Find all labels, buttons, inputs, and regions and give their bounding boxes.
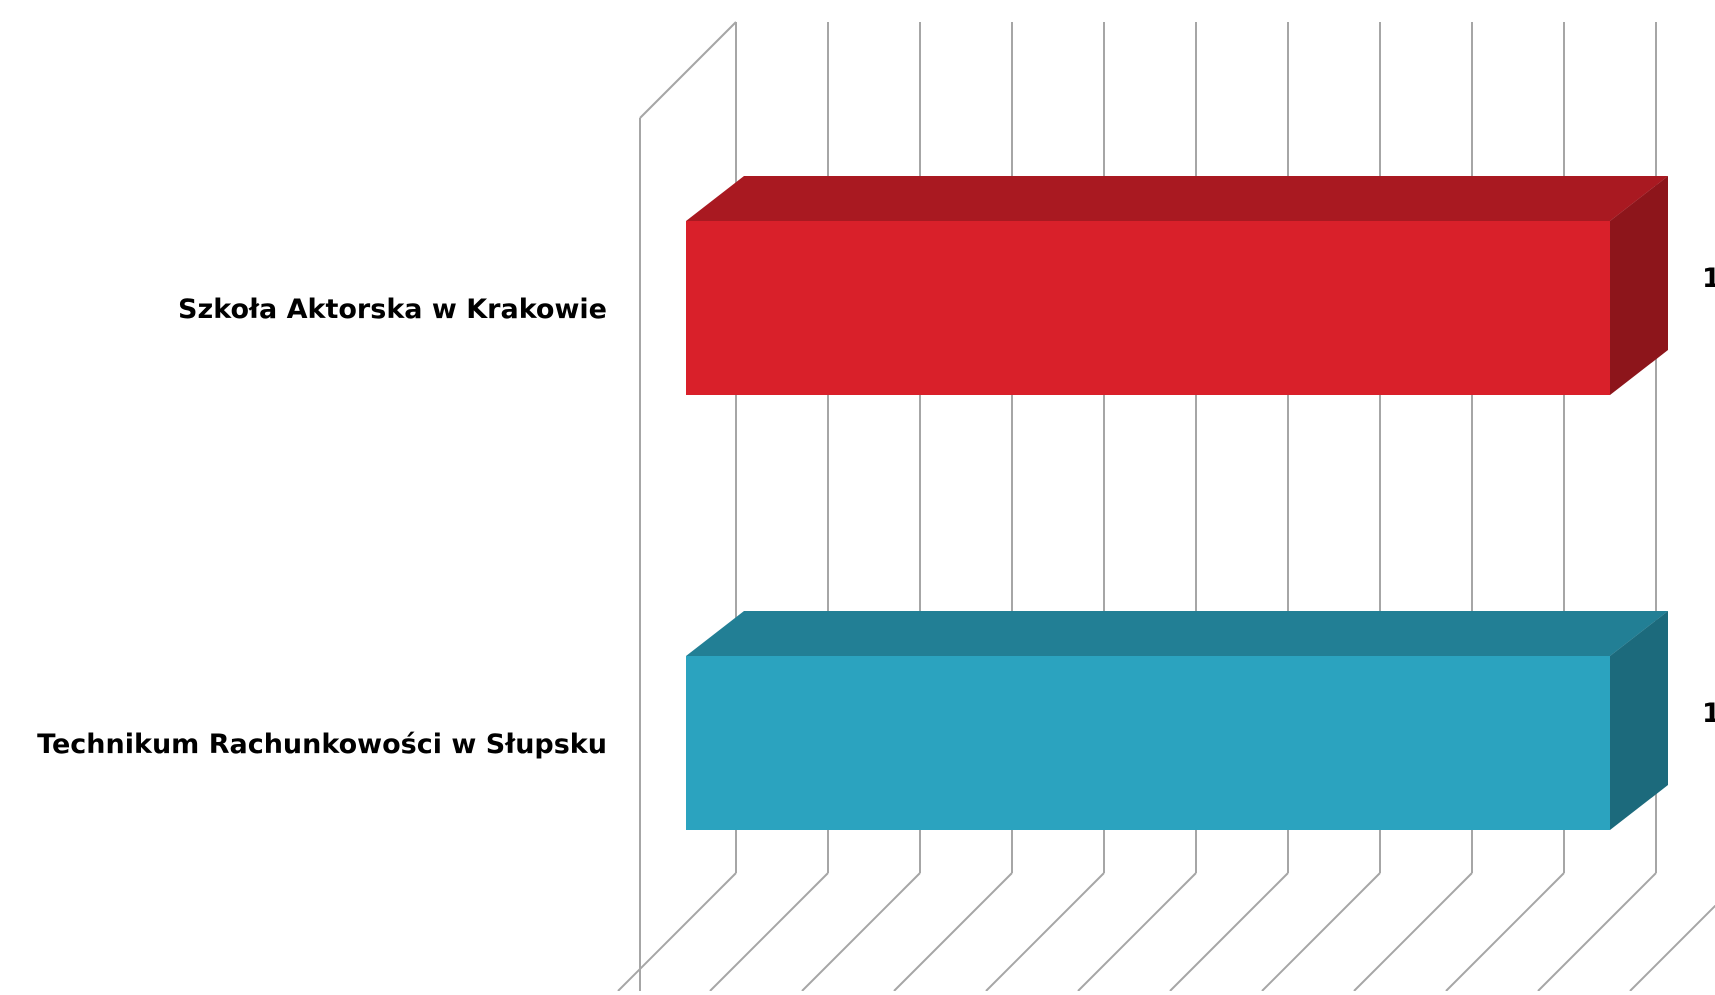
bar: [686, 611, 1668, 830]
gridline-floor: [617, 872, 737, 992]
gridline-floor: [1169, 872, 1289, 992]
bars-layer: [686, 176, 1668, 830]
bar-side-face: [1610, 176, 1668, 395]
bar-front-face: [686, 221, 1610, 395]
grid-layer: [617, 21, 1715, 992]
gridline-floor: [1353, 872, 1473, 992]
labels-layer: Szkoła Aktorska w Krakowie 1 Technikum Rac…: [37, 263, 1715, 760]
bar-top-face: [686, 176, 1668, 221]
bar-top-face: [686, 611, 1668, 656]
bar-front-face: [686, 656, 1610, 830]
gridline-floor: [1077, 872, 1197, 992]
gridline-floor: [801, 872, 921, 992]
side-wall-top-edge: [639, 21, 737, 119]
gridline-floor: [1261, 872, 1381, 992]
data-label: 1: [1702, 263, 1715, 294]
gridline-floor: [1629, 904, 1715, 992]
data-label: 1: [1702, 698, 1715, 729]
bar: [686, 176, 1668, 395]
bar-side-face: [1610, 611, 1668, 830]
gridline-floor: [893, 872, 1013, 992]
gridline-floor: [1537, 872, 1657, 992]
gridline-floor: [1445, 872, 1565, 992]
category-label: Szkoła Aktorska w Krakowie: [178, 294, 607, 325]
category-label: Technikum Rachunkowości w Słupsku: [37, 729, 607, 760]
gridline-floor: [709, 872, 829, 992]
gridline-floor: [985, 872, 1105, 992]
